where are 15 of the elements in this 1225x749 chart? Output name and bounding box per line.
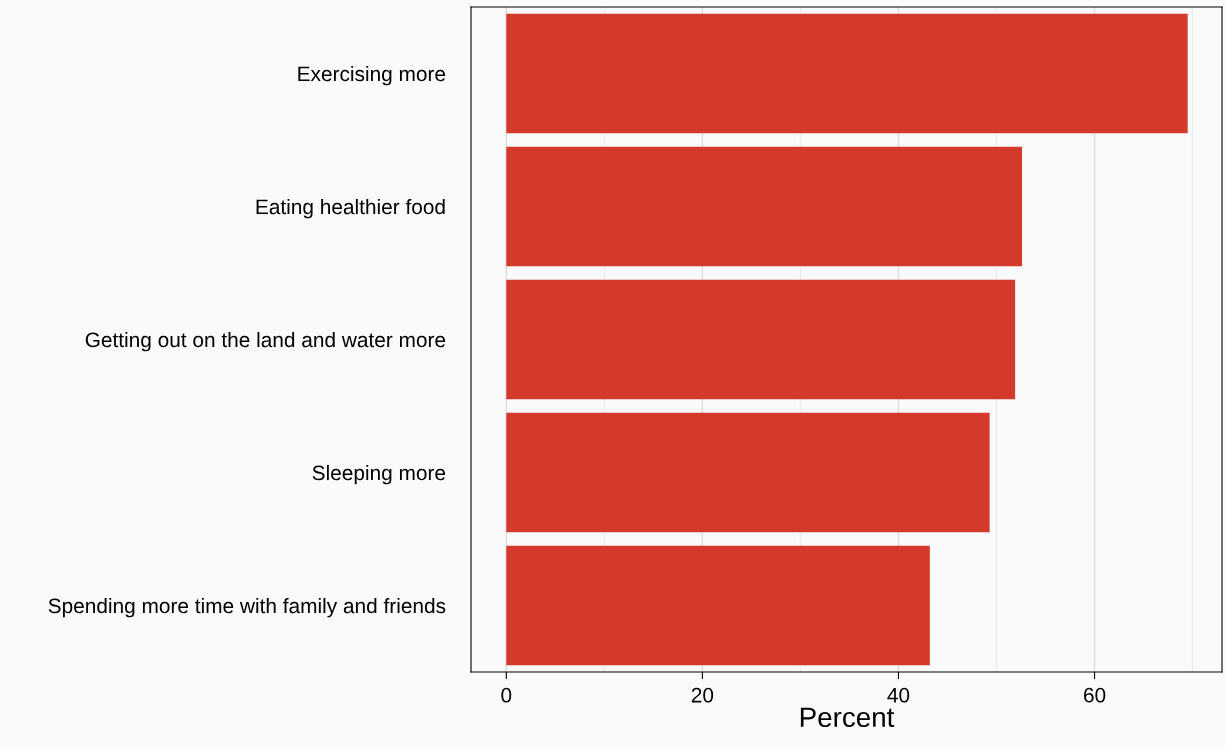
y-tick-label: Spending more time with family and friends	[48, 597, 446, 618]
y-tick-label: Eating healthier food	[256, 198, 445, 219]
bar	[506, 13, 1188, 134]
y-tick-label: Exercising more	[298, 65, 446, 86]
x-tick-label: 0	[501, 687, 512, 703]
y-tick-label: Getting out on the land and water more	[85, 331, 446, 352]
y-tick-label: Sleeping more	[312, 464, 446, 485]
x-axis-title: Percent	[800, 707, 895, 728]
bar	[506, 412, 990, 533]
x-tick-label: 20	[691, 687, 714, 703]
bar	[506, 146, 1022, 267]
x-tick-label: 40	[887, 687, 910, 703]
x-tick-label: 60	[1084, 687, 1106, 703]
bar	[506, 279, 1016, 400]
bar	[506, 545, 930, 666]
